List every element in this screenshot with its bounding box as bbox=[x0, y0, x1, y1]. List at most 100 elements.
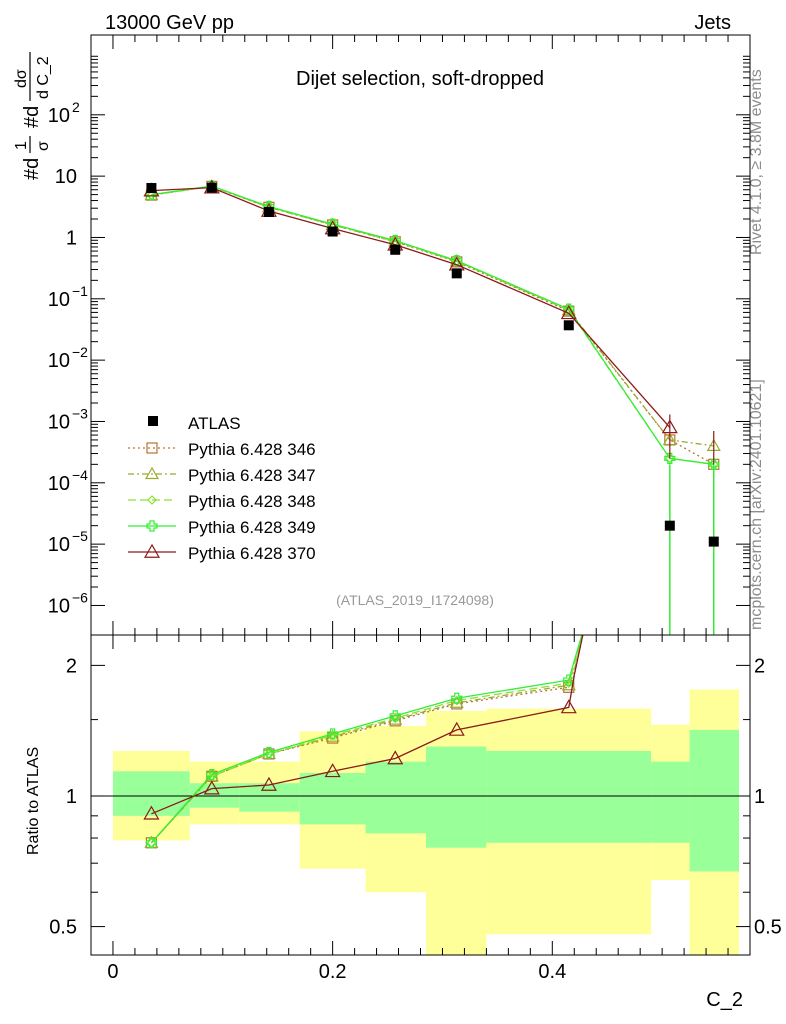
y-tick-label: 10 bbox=[48, 411, 70, 433]
ratio-3-point bbox=[327, 728, 339, 740]
y-tick-label: 10 bbox=[48, 534, 70, 556]
y-tick-exponent: −6 bbox=[72, 589, 88, 605]
energy-label: 13000 GeV pp bbox=[105, 12, 234, 34]
atlas-data-point bbox=[327, 226, 338, 237]
ratio-y-tick-label-right: 0.5 bbox=[754, 917, 782, 939]
inner-uncertainty-band bbox=[239, 783, 300, 812]
ratio-uncertainty-bands bbox=[91, 689, 750, 955]
watermark-label: (ATLAS_2019_I1724098) bbox=[336, 592, 494, 608]
ratio-line-4 bbox=[151, 635, 584, 815]
inner-uncertainty-band bbox=[689, 729, 740, 872]
ratio-y-tick-label-left: 0.5 bbox=[49, 917, 77, 939]
atlas-data-point bbox=[390, 244, 401, 255]
legend-label: Pythia 6.428 349 bbox=[188, 518, 316, 537]
series-3-point bbox=[664, 452, 676, 464]
ratio-4-point bbox=[203, 780, 220, 795]
series-3-point bbox=[708, 458, 720, 470]
inner-uncertainty-band bbox=[486, 750, 652, 843]
y-tick-label: 10 bbox=[48, 289, 70, 311]
atlas-data-point bbox=[664, 520, 675, 531]
ratio-2-point bbox=[206, 771, 217, 782]
legend-marker bbox=[143, 543, 161, 558]
legend: ATLAS Pythia 6.428 346 Pythia 6.428 347 Pyt… bbox=[128, 414, 316, 563]
x-axis-label: C_2 bbox=[706, 989, 743, 1011]
y-tick-exponent: −1 bbox=[72, 283, 88, 299]
y-tick-label: 10 bbox=[48, 473, 70, 495]
category-label: Jets bbox=[694, 12, 731, 34]
inner-uncertainty-band bbox=[651, 761, 690, 843]
x-tick-label: 0.2 bbox=[319, 961, 347, 983]
ratio-3-point bbox=[451, 692, 463, 704]
legend-label: Pythia 6.428 370 bbox=[188, 544, 316, 563]
main-plot-content bbox=[143, 179, 721, 635]
x-tick-label: 0.4 bbox=[538, 961, 566, 983]
ratio-3-point bbox=[145, 837, 158, 849]
inner-uncertainty-band bbox=[112, 771, 190, 816]
ratio-4-point bbox=[324, 763, 341, 778]
series-line-4 bbox=[151, 186, 671, 428]
y-tick-exponent: −3 bbox=[72, 405, 88, 421]
series-3-point bbox=[563, 303, 575, 315]
ratio-4-point bbox=[260, 776, 277, 791]
svg-text:dσ: dσ bbox=[13, 69, 30, 88]
svg-text:d C_2: d C_2 bbox=[35, 56, 52, 99]
series-2-point bbox=[664, 453, 675, 464]
svg-text:#d: #d bbox=[21, 106, 43, 128]
atlas-data-point bbox=[563, 320, 574, 331]
ratio-line-1 bbox=[150, 635, 584, 844]
svg-text:#d: #d bbox=[21, 158, 43, 180]
main-title: Dijet selection, soft-dropped bbox=[296, 68, 544, 90]
ratio-y-tick-label-left: 2 bbox=[66, 655, 77, 677]
ratio-panel: 0.5 0.5 1 1 2 2 0 0.2 0.4 Ratio to ATLAS C_2 bbox=[25, 35, 782, 1011]
ratio-y-tick-label-right: 2 bbox=[754, 655, 765, 677]
ratio-4-point bbox=[560, 699, 577, 714]
legend-marker-atlas bbox=[148, 416, 158, 426]
y-tick-label: 10 bbox=[48, 350, 70, 372]
series-2-point bbox=[146, 190, 157, 200]
inner-uncertainty-band bbox=[299, 772, 366, 825]
ratio-3-point bbox=[263, 746, 275, 759]
series-line-1 bbox=[151, 185, 714, 447]
ratio-3-point bbox=[563, 674, 575, 686]
svg-text:σ: σ bbox=[35, 141, 52, 151]
y-tick-label: 1 bbox=[66, 227, 77, 249]
ratio-4-point bbox=[143, 805, 160, 820]
inner-uncertainty-band bbox=[365, 761, 426, 834]
legend-label: Pythia 6.428 346 bbox=[188, 440, 316, 459]
mcplots-reference-label: mcplots.cern.ch [arXiv:2401.10621] bbox=[748, 379, 765, 630]
y-tick-exponent: −4 bbox=[72, 467, 88, 483]
x-axis-ticks: 0 0.2 0.4 bbox=[90, 35, 729, 983]
series-4-point bbox=[560, 305, 577, 320]
atlas-data-point bbox=[206, 182, 217, 193]
atlas-data-point bbox=[708, 536, 719, 547]
ratio-4-point bbox=[448, 721, 465, 736]
ratio-y-axis-ticks: 0.5 0.5 1 1 2 2 bbox=[49, 655, 782, 938]
legend-marker bbox=[147, 495, 157, 505]
x-tick-label: 0 bbox=[107, 961, 118, 983]
main-y-axis-label: #d 1 σ #d dσ d C_2 bbox=[13, 52, 52, 180]
inner-uncertainty-band bbox=[425, 746, 487, 848]
y-tick-exponent: 2 bbox=[72, 99, 80, 115]
y-tick-label: 10 bbox=[48, 105, 70, 127]
ratio-y-tick-label-right: 1 bbox=[754, 786, 765, 808]
ratio-3-point bbox=[389, 710, 401, 722]
rivet-version-label: Rivet 4.1.0, ≥ 3.8M events bbox=[748, 69, 765, 255]
atlas-data-point bbox=[263, 207, 274, 218]
atlas-data-point bbox=[146, 183, 157, 194]
legend-label-atlas: ATLAS bbox=[188, 414, 241, 433]
legend-label: Pythia 6.428 347 bbox=[188, 466, 316, 485]
series-line-3 bbox=[151, 185, 714, 465]
legend-marker bbox=[146, 442, 158, 454]
legend-label: Pythia 6.428 348 bbox=[188, 492, 316, 511]
y-tick-label: 10 bbox=[48, 595, 70, 617]
legend-marker bbox=[146, 520, 158, 532]
ratio-y-axis-label: Ratio to ATLAS bbox=[25, 747, 42, 855]
legend-marker bbox=[144, 466, 160, 480]
y-tick-exponent: −5 bbox=[72, 528, 88, 544]
ratio-4-point bbox=[387, 750, 404, 765]
y-tick-exponent: −2 bbox=[72, 344, 88, 360]
y-tick-label: 10 bbox=[55, 166, 77, 188]
